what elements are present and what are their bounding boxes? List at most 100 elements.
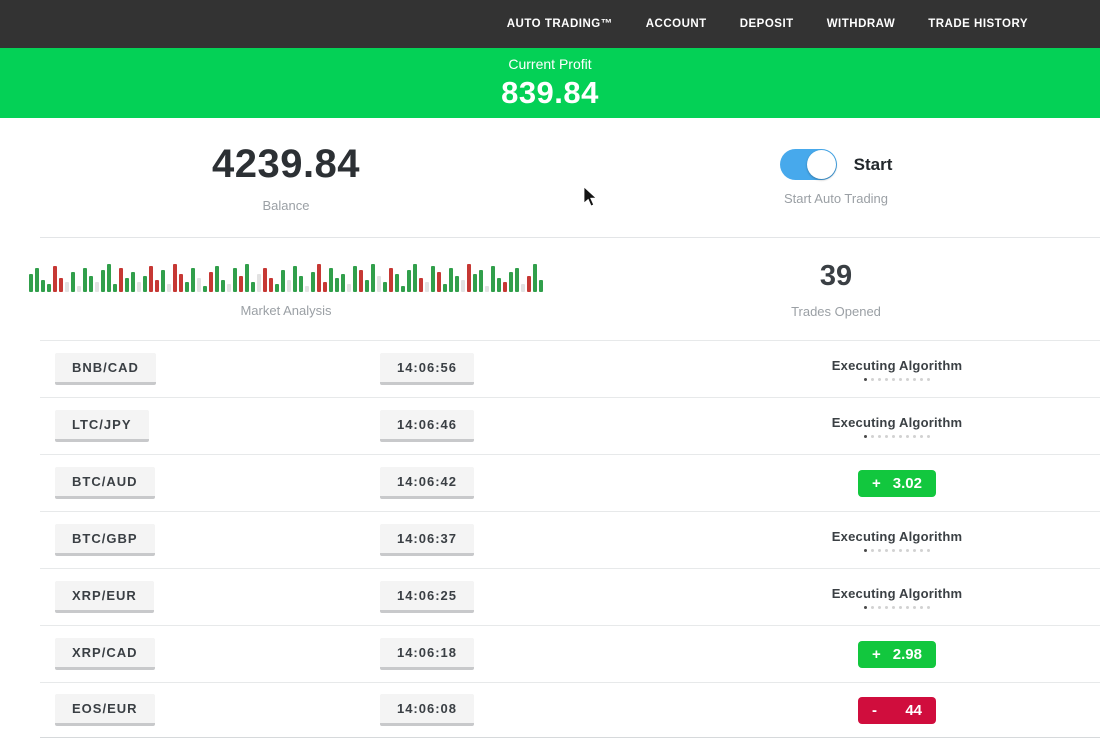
progress-dot: [871, 434, 874, 438]
toggle-caption: Start Auto Trading: [783, 191, 889, 206]
market-bar: [29, 274, 33, 292]
market-bar: [371, 264, 375, 292]
progress-dot: [885, 377, 888, 381]
market-bar: [35, 268, 39, 292]
progress-dot: [892, 548, 895, 552]
progress-dot: [871, 377, 874, 381]
time-badge: 14:06:37: [379, 524, 475, 556]
market-bar: [299, 276, 303, 292]
market-bar: [131, 272, 135, 292]
market-bar: [521, 284, 525, 292]
result-value: 44: [905, 701, 922, 719]
executing-label: Executing Algorithm: [831, 357, 963, 373]
executing-label: Executing Algorithm: [831, 414, 963, 430]
pair-badge: XRP/CAD: [55, 638, 155, 670]
trade-row: XRP/CAD 14:06:18 + 2.98: [40, 625, 1100, 682]
time-badge: 14:06:46: [379, 410, 475, 442]
time-badge: 14:06:56: [379, 353, 475, 385]
market-bar: [413, 264, 417, 292]
progress-dot: [913, 605, 916, 609]
pair-badge: BNB/CAD: [55, 353, 156, 385]
market-bar: [263, 268, 267, 292]
result-sign: -: [872, 701, 877, 719]
progress-dot: [864, 548, 867, 552]
market-bar: [89, 276, 93, 292]
market-bar: [491, 266, 495, 292]
market-bar: [341, 274, 345, 292]
trades-opened-value: 39: [819, 259, 853, 292]
executing-status: Executing Algorithm: [832, 358, 962, 381]
market-section: Market Analysis 39 Trades Opened: [0, 238, 1100, 340]
progress-dot: [878, 605, 881, 609]
market-bar: [485, 286, 489, 292]
pair-badge: BTC/GBP: [55, 524, 155, 556]
progress-dot: [899, 548, 902, 552]
market-bar: [479, 270, 483, 292]
market-bar: [125, 278, 129, 292]
profit-banner: Current Profit 839.84: [0, 48, 1100, 118]
nav-item[interactable]: AUTO TRADING™: [506, 18, 613, 30]
market-bar: [233, 268, 237, 292]
progress-dot: [920, 605, 923, 609]
progress-dot: [885, 548, 888, 552]
auto-trading-toggle[interactable]: [779, 149, 837, 180]
market-bar: [65, 282, 69, 292]
market-analysis-label: Market Analysis: [240, 303, 332, 318]
result-value: 3.02: [892, 474, 922, 492]
nav-item[interactable]: ACCOUNT: [645, 18, 707, 30]
market-bar: [251, 282, 255, 292]
progress-dot: [927, 377, 930, 381]
market-bar: [305, 286, 309, 292]
market-bar: [59, 278, 63, 292]
market-bar: [269, 278, 273, 292]
toggle-label: Start: [853, 154, 893, 174]
market-bar: [227, 284, 231, 292]
market-bar: [353, 266, 357, 292]
progress-dot: [913, 434, 916, 438]
market-bar: [143, 276, 147, 292]
progress-dot: [906, 605, 909, 609]
market-bar: [467, 264, 471, 292]
market-bar: [317, 264, 321, 292]
result-sign: +: [872, 645, 881, 663]
progress-dot: [927, 548, 930, 552]
market-bar: [527, 276, 531, 292]
time-badge: 14:06:42: [379, 467, 475, 499]
market-bar: [47, 284, 51, 292]
market-bar: [41, 280, 45, 292]
progress-dot: [927, 605, 930, 609]
market-bar: [113, 284, 117, 292]
progress-dot: [899, 605, 902, 609]
nav-item[interactable]: TRADE HISTORY: [928, 18, 1028, 30]
market-bar: [161, 270, 165, 292]
progress-dot: [927, 434, 930, 438]
executing-dots: [864, 377, 930, 381]
executing-dots: [864, 548, 930, 552]
market-bar: [53, 266, 57, 292]
market-bar: [539, 280, 543, 292]
market-bar: [311, 272, 315, 292]
market-bar: [383, 282, 387, 292]
nav-item[interactable]: DEPOSIT: [739, 18, 794, 30]
progress-dot: [864, 434, 867, 438]
market-bar: [239, 276, 243, 292]
market-bar: [455, 276, 459, 292]
executing-dots: [864, 434, 930, 438]
market-bar: [173, 264, 177, 292]
trade-row: XRP/EUR 14:06:25 Executing Algorithm: [40, 568, 1100, 625]
nav-item[interactable]: WITHDRAW: [826, 18, 896, 30]
toggle-knob-icon: [806, 150, 836, 179]
result-badge: + 2.98: [858, 640, 936, 668]
market-bar: [515, 268, 519, 292]
market-bar: [107, 264, 111, 292]
profit-value: 839.84: [501, 74, 599, 110]
progress-dot: [864, 377, 867, 381]
progress-dot: [885, 605, 888, 609]
market-bar: [137, 282, 141, 292]
progress-dot: [864, 605, 867, 609]
market-bar: [185, 282, 189, 292]
market-bar: [473, 274, 477, 292]
market-bar: [419, 278, 423, 292]
market-bar: [191, 268, 195, 292]
trades-list: BNB/CAD 14:06:56 Executing Algorithm LTC…: [0, 340, 1100, 738]
